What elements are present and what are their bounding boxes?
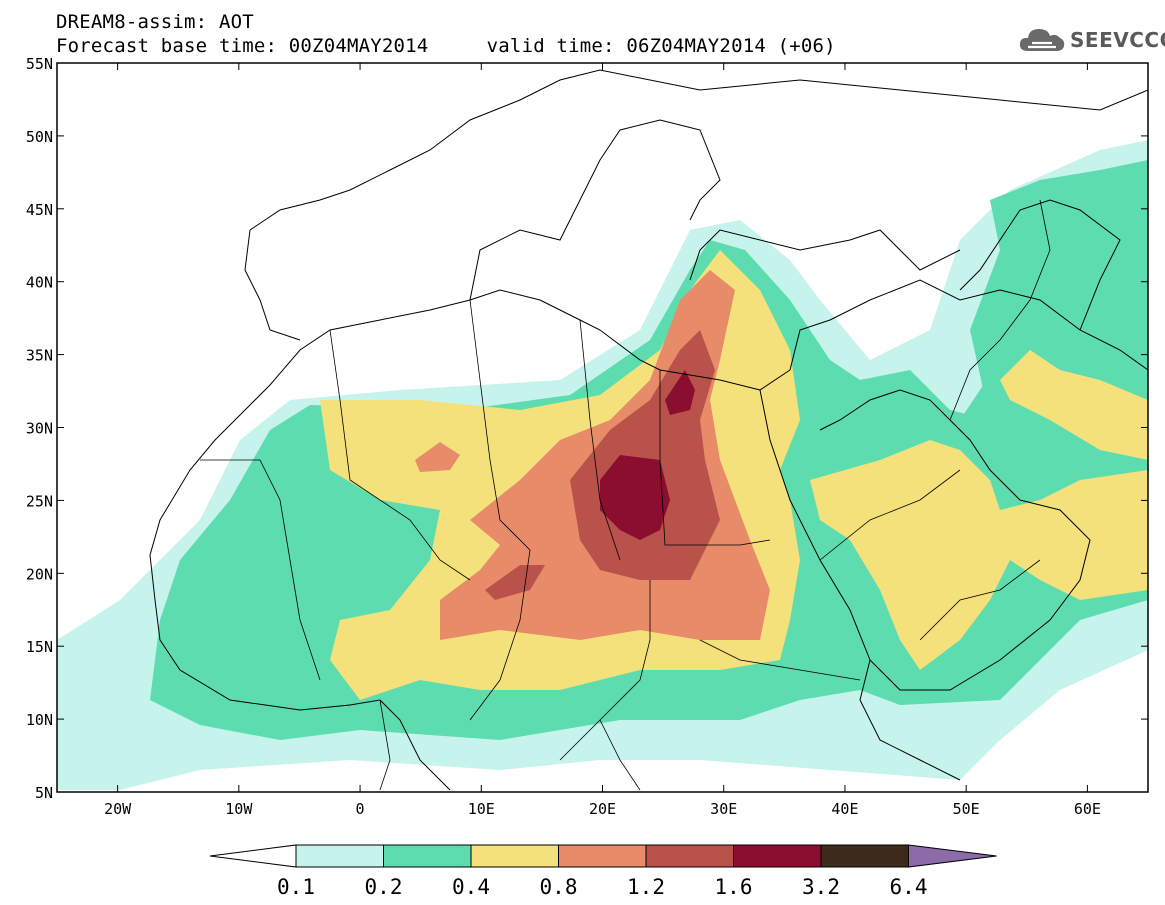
cloud-icon: [1019, 29, 1065, 51]
lat-label: 25N: [26, 492, 53, 510]
aot-contour-1.6: [600, 455, 670, 540]
lon-label: 10W: [225, 800, 253, 818]
lon-label: 20W: [104, 800, 132, 818]
lon-label: 10E: [468, 800, 495, 818]
valid-time: valid time: 06Z04MAY2014 (+06): [486, 35, 836, 57]
base-time: Forecast base time: 00Z04MAY2014: [56, 35, 429, 57]
map-title: DREAM8-assim: AOT: [56, 11, 254, 33]
lat-label: 35N: [26, 347, 53, 365]
latitude-axis: 55N 50N 45N 40N 35N 30N 25N 20N 15N 10N 5N: [26, 55, 1148, 802]
lon-label: 0: [356, 800, 365, 818]
lon-label: 30E: [710, 800, 737, 818]
aot-contour-0.4-iran: [1000, 350, 1148, 460]
lat-label: 50N: [26, 128, 53, 146]
country-borders: [200, 199, 1051, 791]
colorbar-under-arrow: [209, 844, 297, 868]
lat-label: 45N: [26, 201, 53, 219]
colorbar-over-arrow: [908, 844, 997, 868]
lat-label: 55N: [26, 55, 53, 73]
longitude-axis: 20W 10W 0 10E 20E 30E 40E 50E 60E: [104, 63, 1101, 818]
aot-contour-0.4-arabia: [810, 440, 1148, 670]
coastlines: [149, 69, 1148, 791]
lat-label: 30N: [26, 420, 53, 438]
colorbar-tick-label: 1.2: [627, 875, 665, 899]
lon-label: 60E: [1074, 800, 1101, 818]
colorbar-segment: [470, 844, 559, 868]
lon-label: 20E: [589, 800, 616, 818]
aot-contour-1.2-chad: [485, 565, 545, 600]
lat-label: 20N: [26, 565, 53, 583]
colorbar-segment: [295, 844, 384, 868]
colorbar-segment: [558, 844, 647, 868]
colorbar-segment: [645, 844, 734, 868]
aot-field: [57, 63, 1148, 792]
colorbar-tick-label: 3.2: [802, 875, 840, 899]
colorbar-tick-label: 0.8: [540, 875, 578, 899]
colorbar-tick-label: 6.4: [890, 875, 928, 899]
lon-label: 50E: [953, 800, 980, 818]
forecast-time-line: Forecast base time: 00Z04MAY2014 valid t…: [56, 36, 836, 56]
colorbar-segment: [820, 844, 909, 868]
lat-label: 10N: [26, 711, 53, 729]
logo-text: SEEVCCC: [1070, 28, 1165, 52]
colorbar-tick-label: 0.1: [277, 875, 315, 899]
lat-label: 15N: [26, 638, 53, 656]
lat-label: 40N: [26, 274, 53, 292]
colorbar-segment: [733, 844, 822, 868]
aot-contour-0.8-spot: [415, 442, 460, 472]
lat-label: 5N: [35, 784, 53, 802]
colorbar-tick-label: 0.4: [452, 875, 490, 899]
colorbar-tick-label: 0.2: [365, 875, 403, 899]
lon-label: 40E: [831, 800, 858, 818]
colorbar-segment: [383, 844, 472, 868]
colorbar-tick-label: 1.6: [715, 875, 753, 899]
colorbar: 0.1 0.2 0.4 0.8 1.2 1.6 3.2 6.4: [209, 844, 997, 899]
aot-contour-1.6-north: [665, 370, 695, 415]
seevccc-logo: SEEVCCC: [1018, 26, 1165, 54]
